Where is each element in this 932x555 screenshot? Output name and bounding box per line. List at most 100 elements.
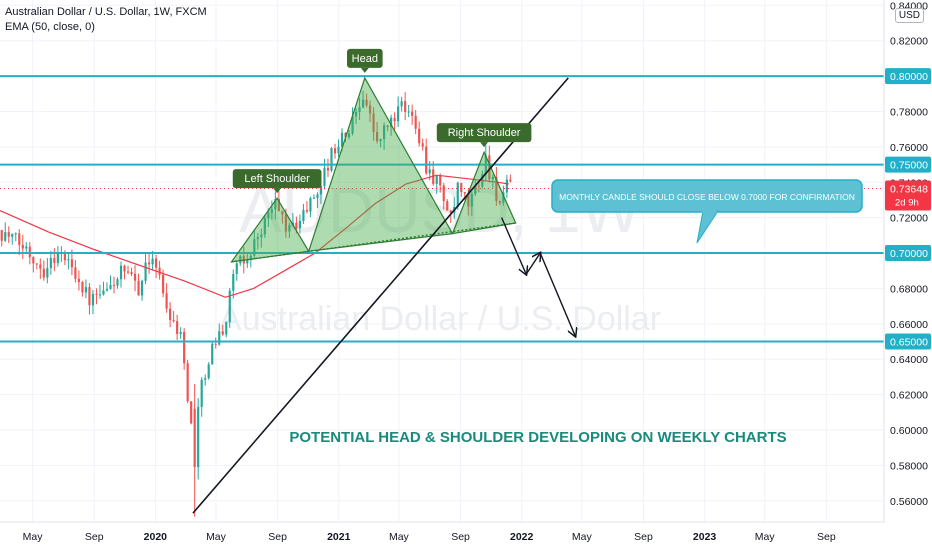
- candle-body: [123, 265, 126, 272]
- current-price-countdown: 2d 9h: [895, 197, 919, 208]
- candle-body: [488, 155, 491, 180]
- candle-body: [495, 176, 498, 202]
- candle-body: [21, 244, 24, 249]
- candle-body: [176, 321, 179, 334]
- candle-body: [218, 331, 221, 345]
- time-tick-label: May: [755, 531, 776, 543]
- candle-body: [169, 308, 172, 321]
- candle-body: [246, 259, 249, 264]
- candle-body: [386, 125, 389, 128]
- candle-body: [358, 107, 361, 112]
- candle-body: [302, 209, 305, 221]
- candle-body: [235, 263, 238, 274]
- pattern-label-box: [347, 48, 383, 68]
- candle-body: [435, 176, 438, 184]
- candle-body: [400, 101, 403, 107]
- candle-body: [211, 343, 214, 365]
- candle-body: [256, 237, 259, 240]
- candle-body: [126, 271, 130, 273]
- level-price-tag: 0.65000: [885, 333, 931, 350]
- pattern-label: Left Shoulder: [232, 169, 322, 194]
- pattern-triangle: [307, 76, 454, 253]
- candle-body: [25, 246, 28, 249]
- candle-body: [221, 331, 224, 335]
- candle-body: [326, 168, 330, 171]
- candle-body: [312, 197, 316, 199]
- candle-body: [67, 259, 70, 261]
- time-tick-label: 2022: [510, 531, 534, 543]
- candle-body: [467, 193, 470, 207]
- candle-body: [421, 143, 424, 147]
- pattern-label-pointer: [360, 67, 369, 73]
- time-tick-label: Sep: [268, 531, 287, 543]
- candle-body: [470, 194, 473, 207]
- candle-body: [49, 258, 52, 269]
- candle-body: [105, 288, 109, 291]
- candle-body: [214, 343, 217, 345]
- candle-body: [309, 198, 312, 212]
- current-price-value: 0.73648: [890, 183, 928, 195]
- time-tick-label: May: [206, 531, 227, 543]
- candle-body: [284, 214, 287, 232]
- pattern-label-pointer: [273, 188, 282, 194]
- time-tick-label: Sep: [634, 531, 653, 543]
- candle-body: [277, 199, 280, 212]
- projection-arrows: [500, 217, 576, 337]
- price-tick-label: 0.76000: [890, 142, 928, 154]
- candle-body: [4, 232, 7, 241]
- time-axis-bg: [0, 522, 932, 550]
- candle-body: [225, 322, 228, 335]
- annotation-text: POTENTIAL HEAD & SHOULDER DEVELOPING ON …: [289, 429, 786, 446]
- candle-body: [165, 293, 168, 309]
- candle-body: [204, 378, 207, 380]
- candle-body: [428, 169, 431, 174]
- candle-body: [151, 258, 154, 265]
- candle-body: [407, 111, 410, 113]
- candle-body: [130, 272, 133, 274]
- price-tick-label: 0.78000: [890, 106, 928, 118]
- watermark-name: Australian Dollar / U.S. Dollar: [219, 300, 661, 338]
- trendline: [192, 77, 569, 514]
- candle-body: [295, 222, 298, 229]
- candle-body: [249, 255, 252, 260]
- candle-body: [35, 263, 38, 265]
- level-price-tag-bg: [885, 156, 931, 173]
- price-tick-label: 0.68000: [890, 283, 928, 295]
- candle-body: [0, 230, 3, 241]
- price-tick-label: 0.60000: [890, 425, 928, 437]
- candle-body: [425, 146, 428, 174]
- currency-button[interactable]: USD: [894, 8, 924, 23]
- ema-line: [0, 174, 509, 298]
- level-price-tag-bg: [885, 245, 931, 262]
- symbol-title: Australian Dollar / U.S. Dollar, 1W, FXC…: [5, 6, 207, 18]
- candle-body: [81, 282, 84, 293]
- candle-body: [330, 148, 333, 171]
- candle-body: [491, 176, 494, 180]
- pattern-label-text: Right Shoulder: [448, 127, 521, 139]
- level-price-tag: 0.70000: [885, 245, 931, 262]
- candle-body: [337, 146, 340, 154]
- candle-body: [411, 111, 414, 116]
- candle-body: [446, 201, 449, 211]
- projection-arrow: [525, 253, 540, 275]
- price-axis-bg: [884, 0, 932, 550]
- candle-body: [239, 255, 242, 264]
- candle-body: [404, 101, 407, 112]
- candle-body: [200, 379, 203, 407]
- candle-body: [155, 258, 158, 268]
- candle-body: [316, 194, 319, 198]
- candle-body: [137, 280, 140, 296]
- callout: MONTHLY CANDLE SHOULD CLOSE BELOW 0.7000…: [551, 179, 863, 244]
- pattern-label-box: [436, 123, 532, 143]
- time-tick-label: May: [572, 531, 593, 543]
- candle-body: [11, 233, 14, 237]
- candle-body: [158, 267, 161, 275]
- time-tick-label: May: [23, 531, 44, 543]
- projection-arrow: [539, 252, 575, 336]
- candle-body: [347, 133, 351, 138]
- candle-body: [340, 132, 344, 147]
- indicator-legend[interactable]: EMA (50, close, 0): [5, 21, 95, 33]
- candle-body: [109, 284, 112, 289]
